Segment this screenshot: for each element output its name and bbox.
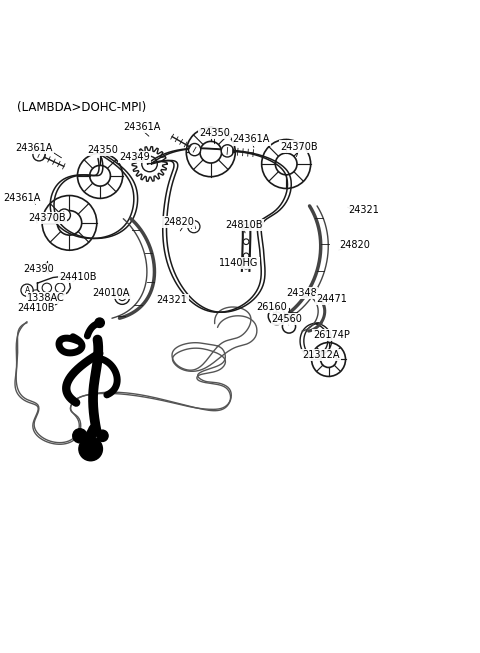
Circle shape bbox=[33, 149, 45, 161]
Text: 24820: 24820 bbox=[163, 217, 194, 227]
Circle shape bbox=[73, 429, 87, 443]
Text: 24361A: 24361A bbox=[123, 121, 160, 132]
Text: 24410B: 24410B bbox=[17, 302, 54, 313]
Circle shape bbox=[243, 224, 249, 229]
Text: A: A bbox=[191, 222, 196, 231]
Text: 24410B: 24410B bbox=[59, 272, 96, 281]
Text: 26174P: 26174P bbox=[313, 330, 350, 340]
Text: 24350: 24350 bbox=[199, 129, 230, 138]
Text: 26160: 26160 bbox=[257, 302, 288, 311]
Text: 24010A: 24010A bbox=[92, 287, 130, 298]
Text: 1140HG: 1140HG bbox=[219, 259, 259, 268]
Text: 24390: 24390 bbox=[24, 264, 54, 274]
Text: A: A bbox=[24, 286, 30, 295]
Text: 24348: 24348 bbox=[286, 287, 317, 298]
Text: 24810B: 24810B bbox=[225, 220, 263, 230]
Text: 24361A: 24361A bbox=[233, 135, 270, 144]
Circle shape bbox=[243, 239, 249, 244]
Text: 24361A: 24361A bbox=[15, 144, 53, 153]
Circle shape bbox=[58, 209, 71, 221]
Text: 24321: 24321 bbox=[157, 295, 188, 305]
Circle shape bbox=[97, 430, 108, 441]
Text: 21312A: 21312A bbox=[302, 350, 340, 360]
Text: 1338AC: 1338AC bbox=[27, 293, 65, 303]
Circle shape bbox=[79, 438, 102, 461]
Text: 24350: 24350 bbox=[87, 145, 118, 155]
Circle shape bbox=[243, 263, 249, 269]
Circle shape bbox=[189, 144, 201, 155]
Text: 24349: 24349 bbox=[119, 152, 150, 162]
Text: 24321: 24321 bbox=[348, 204, 379, 215]
Text: (LAMBDA>DOHC-MPI): (LAMBDA>DOHC-MPI) bbox=[17, 101, 146, 114]
Circle shape bbox=[243, 253, 249, 259]
Text: 24370B: 24370B bbox=[28, 213, 66, 223]
Text: 24560: 24560 bbox=[272, 314, 302, 324]
Text: 24361A: 24361A bbox=[4, 193, 41, 203]
Text: 24370B: 24370B bbox=[280, 142, 318, 151]
Circle shape bbox=[221, 145, 233, 157]
Text: 24471: 24471 bbox=[316, 295, 347, 304]
Text: 24820: 24820 bbox=[339, 240, 370, 251]
Circle shape bbox=[95, 318, 104, 327]
